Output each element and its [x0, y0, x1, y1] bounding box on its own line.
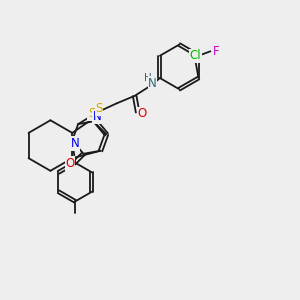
Text: N: N [71, 137, 80, 150]
Text: O: O [137, 107, 147, 120]
Text: Cl: Cl [190, 49, 201, 62]
Text: N: N [148, 77, 157, 90]
Text: F: F [212, 45, 219, 58]
Text: O: O [65, 157, 74, 170]
Text: S: S [95, 102, 103, 115]
Text: H: H [144, 73, 152, 83]
Text: N: N [92, 110, 101, 123]
Text: S: S [88, 107, 95, 120]
